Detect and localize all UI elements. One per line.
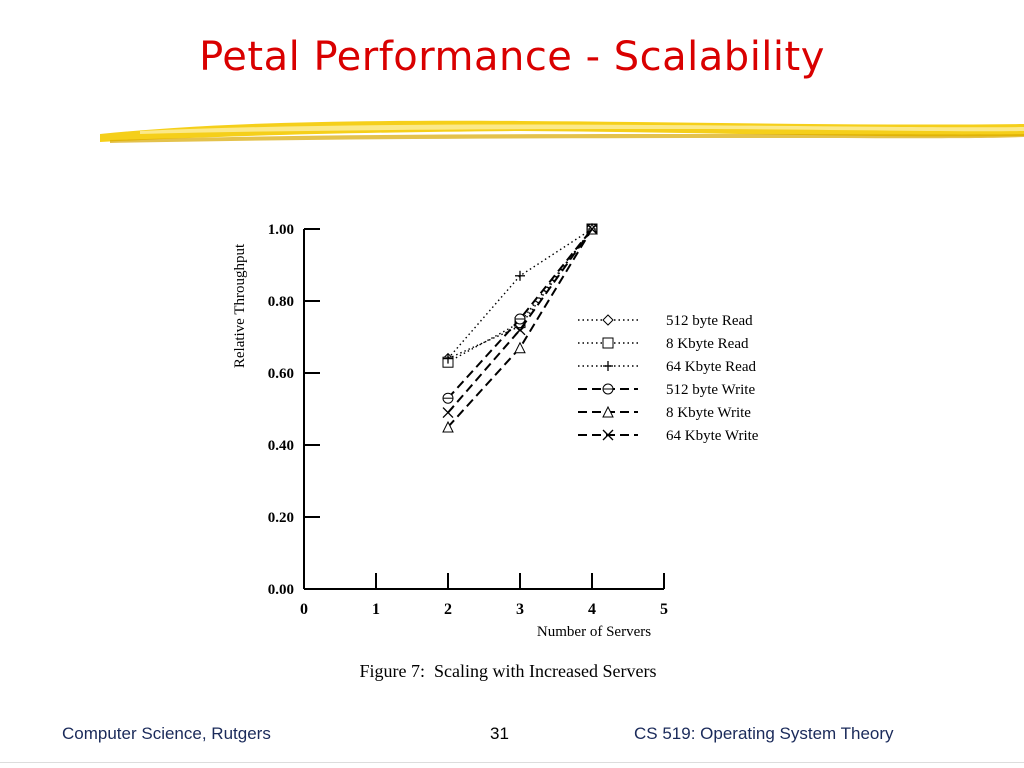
legend-label: 8 Kbyte Write [666, 405, 751, 421]
legend-marker [603, 361, 613, 371]
legend-label: 64 Kbyte Read [666, 359, 756, 375]
marker-x-b [442, 407, 454, 419]
legend-entry: 512 byte Read [578, 313, 753, 329]
title-underline-brushstroke [100, 120, 1024, 143]
legend-label: 8 Kbyte Read [666, 336, 749, 352]
marker-triangle-shape [442, 420, 454, 433]
y-tick-label: 0.00 [268, 582, 294, 598]
series-line [447, 228, 593, 360]
x-tick-label: 0 [300, 601, 308, 618]
series-line [447, 228, 593, 399]
y-tick-label: 0.20 [268, 510, 294, 526]
y-tick-label: 1.00 [268, 222, 294, 238]
series-64-kbyte-write [442, 223, 598, 419]
y-tick-label: 0.80 [268, 294, 294, 310]
data-point [586, 223, 598, 235]
data-point [442, 420, 454, 433]
x-tick-label: 4 [588, 601, 596, 618]
marker-x-b [586, 223, 598, 235]
legend-entry: 8 Kbyte Read [578, 336, 749, 352]
x-tick-label: 5 [660, 601, 668, 618]
legend-entry: 8 Kbyte Write [578, 405, 751, 421]
series-line [447, 228, 593, 414]
marker-triangle-shape [602, 405, 614, 418]
x-tick-label: 2 [444, 601, 452, 618]
y-tick-label: 0.60 [268, 366, 294, 382]
legend-marker [602, 337, 614, 349]
legend-entry: 64 Kbyte Write [578, 428, 759, 444]
marker-x-b [602, 429, 614, 441]
data-point [514, 313, 526, 325]
series-line [447, 228, 593, 428]
legend-label: 512 byte Read [666, 313, 753, 329]
marker-square-shape [602, 337, 614, 349]
data-point [442, 392, 454, 404]
marker-x-b [514, 324, 526, 336]
footer-course-dept: Computer Science, Rutgers [62, 724, 271, 743]
series-line [447, 228, 593, 360]
y-tick-label: 0.40 [268, 438, 294, 454]
legend-marker [602, 383, 614, 395]
data-point [443, 353, 453, 364]
figure-caption: Figure 7: Scaling with Increased Servers [360, 661, 657, 681]
x-tick-label: 3 [516, 601, 524, 618]
underline-stroke-shadow [110, 134, 1024, 143]
data-point [514, 324, 526, 336]
data-point [514, 341, 526, 354]
legend-label: 512 byte Write [666, 382, 755, 398]
x-tick-label: 1 [372, 601, 380, 618]
legend-entry: 512 byte Write [578, 382, 755, 398]
footer-course-title: CS 519: Operating System Theory [634, 724, 894, 743]
chart-legend: 512 byte Read 8 Kbyte Read 64 Kbyte Read 51… [578, 313, 759, 444]
legend-label: 64 Kbyte Write [666, 428, 759, 444]
chart-series [442, 222, 598, 433]
data-point [515, 270, 525, 281]
footer-page-number: 31 [490, 724, 509, 743]
chart: 0.00 0.20 0.40 0.60 0.80 1.00 0 1 2 3 4 5 512 byte … [232, 222, 759, 681]
slide-title: Petal Performance - Scalability [199, 34, 825, 80]
data-point [442, 407, 454, 419]
marker-triangle-shape [514, 341, 526, 354]
x-axis-label: Number of Servers [537, 624, 651, 640]
legend-marker [602, 314, 614, 326]
legend-entry: 64 Kbyte Read [578, 359, 756, 375]
y-axis-label: Relative Throughput [232, 243, 248, 368]
series-512-byte-write [442, 223, 598, 404]
footer-divider [0, 762, 1024, 763]
marker-diamond-shape [602, 314, 614, 326]
chart-axes: 0.00 0.20 0.40 0.60 0.80 1.00 0 1 2 3 4 5 [268, 222, 668, 618]
legend-marker [602, 429, 614, 441]
underline-stroke-highlight [140, 124, 1024, 134]
legend-marker [602, 405, 614, 418]
